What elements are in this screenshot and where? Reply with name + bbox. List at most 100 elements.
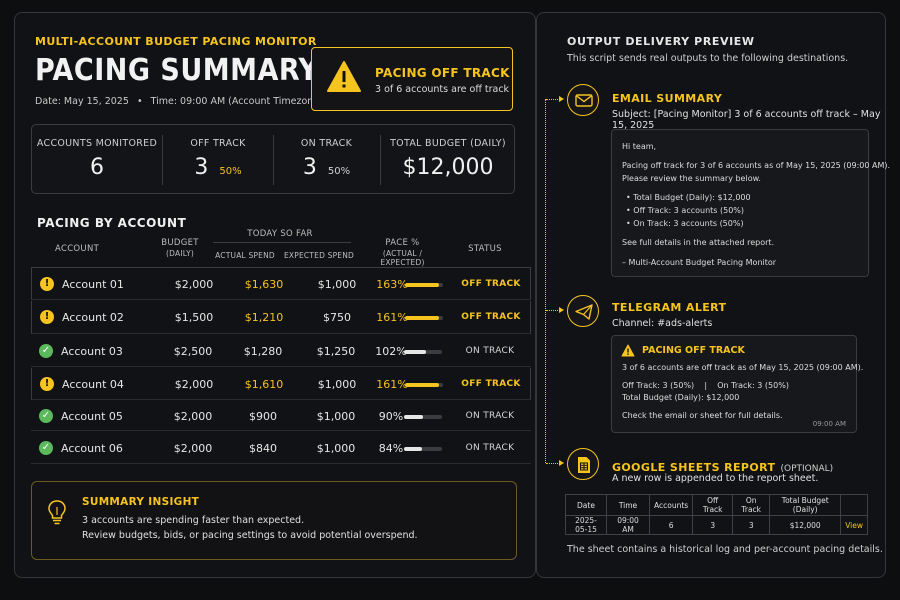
table-row[interactable]: ✓ Account 03 $2,500 $1,280 $1,250 102% ON TRAC… [31,335,531,367]
stat-on-values: 3 50% [274,155,379,180]
account-budget: $2,000 [173,410,213,423]
sheet-cell: $12,000 [769,515,842,535]
sheet-header-cell: Total Budget (Daily) [769,494,842,516]
preview-title: OUTPUT DELIVERY PREVIEW [567,35,755,48]
telegram-timestamp: 09:00 AM [812,420,846,428]
account-budget: $2,000 [174,278,214,291]
col-header-pace-sub: (ACTUAL / EXPECTED) [380,249,425,267]
sheet-row: 2025-05-15 09:00 AM 6 3 3 $12,000 View [565,515,869,535]
email-paragraph-3: See full details in the attached report. [622,238,775,247]
telegram-line-4: Check the email or sheet for full detail… [622,411,783,420]
sheet-header-cell: Off Track [692,494,734,516]
connector-line [546,310,560,311]
account-name: Account 06 [61,442,123,455]
page-title: PACING SUMMARY [35,53,319,88]
telegram-line-2: Off Track: 3 (50%) | On Track: 3 (50%) [622,381,789,390]
table-row[interactable]: ✓ Account 06 $2,000 $840 $1,000 84% ON TRACK [31,432,531,464]
app-kicker: MULTI-ACCOUNT BUDGET PACING MONITOR [35,35,317,48]
sheet-cell: 3 [732,515,771,535]
account-actual-spend: $1,210 [244,311,284,324]
pace-bar-fill [405,283,439,287]
email-list-text: Off Track: 3 accounts (50%) [633,206,745,215]
email-paragraph-1: Pacing off track for 3 of 6 accounts as … [622,161,891,170]
col-header-budget-label: BUDGET [161,238,199,248]
sheets-footer: The sheet contains a historical log and … [567,544,883,555]
stat-divider [273,135,274,185]
account-expected-spend: $750 [323,311,351,324]
col-header-budget: BUDGET (DAILY) [150,238,210,258]
insight-line-2: Review budgets, bids, or pacing settings… [82,530,418,541]
table-row[interactable]: ✓ Account 05 $2,000 $900 $1,000 90% ON TRACK [31,400,531,431]
email-list-text: On Track: 3 accounts (50%) [633,219,744,228]
account-actual-spend: $840 [249,442,277,455]
preview-subtitle: This script sends real outputs to the fo… [567,53,849,64]
alert-title: PACING OFF TRACK [375,66,510,80]
col-header-account: ACCOUNT [55,244,100,254]
status-badge: ON TRACK [465,411,515,421]
insight-line-1: 3 accounts are spending faster than expe… [82,515,305,526]
warning-circle-icon: ! [40,377,54,391]
account-budget: $1,500 [174,311,214,324]
stat-divider [162,135,163,185]
sheet-cell: 3 [692,515,734,535]
telegram-preview-card: PACING OFF TRACK 3 of 6 accounts are off… [611,335,863,433]
warning-circle-icon: ! [40,277,54,291]
table-row[interactable]: ! Account 04 $2,000 $1,610 $1,000 161% OFF TRA… [31,368,531,400]
check-circle-icon: ✓ [39,344,53,358]
account-actual-spend: $1,630 [244,278,284,291]
sheets-optional: (OPTIONAL) [780,464,834,474]
header-divider [213,242,351,243]
email-subject: Subject: [Pacing Monitor] 3 of 6 account… [612,109,881,131]
status-badge: OFF TRACK [461,312,521,322]
account-name: Account 03 [61,345,123,358]
stat-off-values: 3 50% [163,155,273,180]
telegram-icon [567,295,599,327]
warning-circle-icon: ! [40,310,54,324]
telegram-card-title: PACING OFF TRACK [642,345,745,356]
stat-off-label: OFF TRACK [190,138,246,149]
stat-on-value: 3 [302,155,317,180]
account-pace: 163% [376,278,408,291]
pace-bar [405,383,443,387]
stat-off-track: OFF TRACK 3 50% [163,138,273,180]
email-title: EMAIL SUMMARY [612,92,723,105]
status-badge: OFF TRACK [461,279,521,289]
telegram-line-3: Total Budget (Daily): $12,000 [622,393,740,402]
col-header-actual: ACTUAL SPEND [215,251,275,260]
connector-line [545,99,546,463]
email-icon [567,84,599,116]
warning-icon [327,61,361,92]
sheets-title: GOOGLE SHEETS REPORT [612,461,776,474]
email-preview-card: Hi team, Pacing off track for 3 of 6 acc… [611,129,890,277]
account-pace: 84% [378,442,404,455]
meta-separator: • [136,96,143,107]
stat-budget: TOTAL BUDGET (DAILY) $12,000 [381,138,515,180]
account-actual-spend: $1,610 [244,378,284,391]
pace-bar [405,283,443,287]
sheet-header-cell: Accounts [648,494,694,516]
telegram-channel: Channel: #ads-alerts [612,318,713,329]
alert-text: 3 of 6 accounts are off track [375,84,510,95]
pace-bar [404,447,442,451]
pace-bar-fill [404,447,422,451]
summary-insight: SUMMARY INSIGHT 3 accounts are spending … [31,481,517,560]
stat-on-pct: 50% [327,166,351,177]
report-time: Time: 09:00 AM (Account Timezone) [150,96,323,107]
stat-on-label: ON TRACK [300,138,353,149]
email-list-item: • On Track: 3 accounts (50%) [626,219,744,228]
sheet-header-cell [840,494,869,516]
table-row[interactable]: ! Account 02 $1,500 $1,210 $750 161% OFF TRACK [31,301,531,334]
email-paragraph-2: Please review the summary below. [622,174,761,183]
connector-line [546,99,560,100]
spreadsheet-icon [567,448,599,480]
account-name: Account 04 [62,378,124,391]
view-report-link[interactable]: View [840,515,869,535]
insight-title: SUMMARY INSIGHT [82,496,200,508]
pace-bar-fill [404,415,423,419]
table-row[interactable]: ! Account 01 $2,000 $1,630 $1,000 163% OFF TRA… [31,267,531,300]
stat-off-value: 3 [194,155,209,180]
pace-bar-fill [405,383,439,387]
email-signature: – Multi-Account Budget Pacing Monitor [622,258,777,267]
off-track-alert: PACING OFF TRACK 3 of 6 accounts are off… [311,47,513,111]
status-badge: ON TRACK [465,346,515,356]
